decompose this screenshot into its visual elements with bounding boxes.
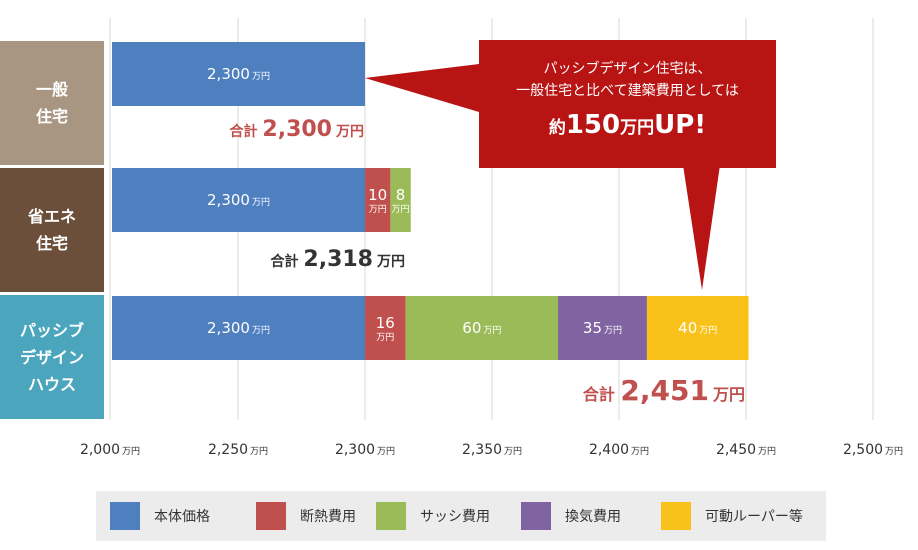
callout-unit: 万円 bbox=[620, 118, 655, 138]
total-label: 合計 2,300 万円 bbox=[230, 117, 364, 142]
legend-item: 可動ルーパー等 bbox=[661, 502, 803, 530]
bar-segment bbox=[112, 42, 365, 106]
bar-segment bbox=[365, 296, 406, 360]
unit: 万円 bbox=[252, 325, 270, 336]
callout-bg bbox=[479, 40, 776, 168]
row-label-general-house: 一般 住宅 bbox=[0, 41, 104, 165]
row-label-line: ハウス bbox=[27, 374, 76, 394]
unit: 万円 bbox=[631, 446, 649, 457]
unit: 万円 bbox=[252, 71, 270, 82]
legend-item: 本体価格 bbox=[110, 502, 210, 530]
data-label-unit: 万円 bbox=[392, 204, 410, 215]
x-tick-label: 2,300 万円 bbox=[335, 442, 395, 458]
unit: 万円 bbox=[885, 446, 903, 457]
legend-label: 換気費用 bbox=[565, 509, 621, 525]
unit: 万円 bbox=[377, 446, 395, 457]
legend-item: サッシ費用 bbox=[376, 502, 490, 530]
callout-tail-down bbox=[683, 165, 720, 290]
bar-segment bbox=[558, 296, 647, 360]
legend-label: サッシ費用 bbox=[420, 509, 490, 525]
legend-label: 本体価格 bbox=[154, 509, 210, 525]
total-prefix: 合計 bbox=[271, 253, 304, 270]
x-tick-label: 2,500 万円 bbox=[843, 442, 903, 458]
callout-number: 150 bbox=[565, 110, 621, 140]
x-tick-label: 2,450 万円 bbox=[716, 442, 776, 458]
x-tick-label: 2,350 万円 bbox=[462, 442, 522, 458]
total-label: 合計 2,451 万円 bbox=[583, 374, 745, 407]
legend-swatch bbox=[521, 502, 551, 530]
unit: 万円 bbox=[252, 197, 270, 208]
data-label: 16 bbox=[376, 314, 395, 332]
bar-segment bbox=[405, 296, 559, 360]
data-label-unit: 万円 bbox=[369, 204, 387, 215]
unit: 万円 bbox=[250, 446, 268, 457]
bar-segment bbox=[365, 168, 391, 232]
legend-swatch bbox=[376, 502, 406, 530]
row-label-line: 一般 bbox=[35, 80, 68, 99]
total-prefix: 合計 bbox=[230, 123, 263, 140]
callout-box: パッシブデザイン住宅は、 一般住宅と比べて建築費用としては 約150万円UP! bbox=[479, 40, 776, 168]
unit: 万円 bbox=[758, 446, 776, 457]
legend-item: 換気費用 bbox=[521, 502, 621, 530]
unit: 万円 bbox=[122, 446, 140, 457]
callout-highlight: 約150万円UP! bbox=[479, 110, 776, 140]
callout-prefix: 約 bbox=[548, 118, 566, 138]
callout-tail-left bbox=[365, 64, 479, 112]
legend: 本体価格 断熱費用 サッシ費用 換気費用 可動ルーパー等 bbox=[96, 491, 826, 541]
total-value: 2,451 bbox=[620, 374, 709, 407]
total-value: 2,318 bbox=[303, 247, 373, 272]
row-label-line: 住宅 bbox=[35, 234, 68, 253]
legend-item: 断熱費用 bbox=[256, 502, 356, 530]
row-label-line: 省エネ bbox=[27, 207, 76, 226]
row-label-line: 住宅 bbox=[35, 107, 68, 126]
row-label-line: パッシブ bbox=[19, 320, 84, 340]
x-tick-label: 2,250 万円 bbox=[208, 442, 268, 458]
row-label-line: デザイン bbox=[19, 347, 84, 367]
unit: 万円 bbox=[604, 325, 622, 336]
legend-swatch bbox=[256, 502, 286, 530]
unit: 万円 bbox=[483, 325, 501, 336]
total-value: 2,300 bbox=[262, 117, 332, 142]
unit: 万円 bbox=[699, 325, 717, 336]
unit: 万円 bbox=[504, 446, 522, 457]
legend-label: 断熱費用 bbox=[300, 509, 356, 525]
row-label-passive-design-house: パッシブ デザイン ハウス bbox=[0, 295, 104, 419]
row-label-energy-saving-house: 省エネ 住宅 bbox=[0, 168, 104, 292]
legend-swatch bbox=[110, 502, 140, 530]
x-tick-label: 2,400 万円 bbox=[589, 442, 649, 458]
data-label-unit: 万円 bbox=[376, 332, 394, 343]
bar-segment bbox=[646, 296, 749, 360]
callout-up: UP! bbox=[654, 110, 707, 140]
x-tick-label: 2,000 万円 bbox=[80, 442, 140, 458]
bar-segment bbox=[112, 168, 365, 232]
data-label: 8 bbox=[396, 186, 406, 204]
callout-line-2: 一般住宅と比べて建築費用としては bbox=[516, 83, 739, 99]
bar-segment bbox=[112, 296, 365, 360]
data-label: 10 bbox=[368, 186, 387, 204]
callout-line-1: パッシブデザイン住宅は、 bbox=[543, 61, 712, 77]
legend-swatch bbox=[661, 502, 691, 530]
total-unit: 万円 bbox=[712, 385, 745, 404]
bar-segment bbox=[390, 168, 411, 232]
legend-label: 可動ルーパー等 bbox=[705, 509, 803, 525]
total-unit: 万円 bbox=[376, 254, 405, 270]
total-label: 合計 2,318 万円 bbox=[271, 247, 405, 272]
total-prefix: 合計 bbox=[583, 385, 621, 404]
total-unit: 万円 bbox=[335, 124, 364, 140]
